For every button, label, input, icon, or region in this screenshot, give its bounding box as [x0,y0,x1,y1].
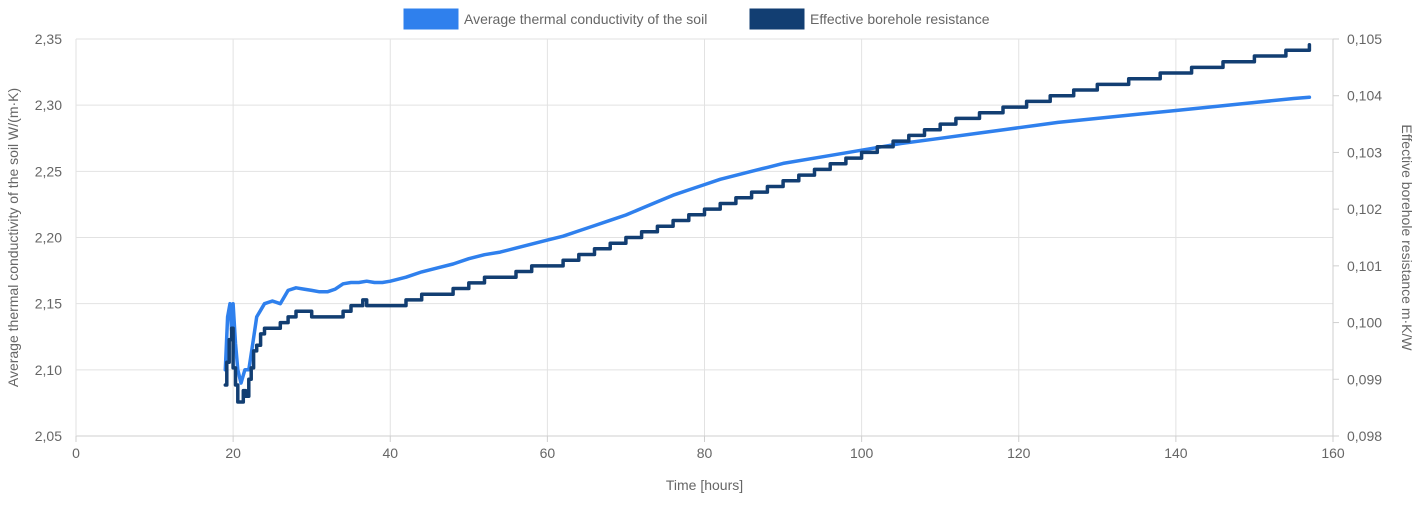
legend-label[interactable]: Effective borehole resistance [810,11,990,27]
y-right-tick-label: 0,105 [1347,31,1382,47]
x-axis-label: Time [hours] [666,477,743,493]
x-tick-label: 0 [72,445,80,461]
x-tick-label: 40 [382,445,398,461]
y-right-tick-label: 0,098 [1347,428,1382,444]
legend-swatch[interactable] [749,8,805,30]
y-right-tick-label: 0,101 [1347,258,1382,274]
series-line [223,42,1312,404]
y-left-axis-label: Average thermal conductivity of the soil… [5,88,21,387]
legend[interactable]: Average thermal conductivity of the soil… [403,8,990,30]
y-left-tick-label: 2,20 [35,230,62,246]
y-left-tick-label: 2,30 [35,97,62,113]
y-right-tick-label: 0,099 [1347,371,1382,387]
legend-label[interactable]: Average thermal conductivity of the soil [464,11,707,27]
y-left-tick-label: 2,10 [35,362,62,378]
series-layer [223,42,1312,404]
x-tick-label: 120 [1007,445,1031,461]
x-tick-label: 60 [540,445,556,461]
y-right-tick-label: 0,100 [1347,315,1382,331]
y-left-tick-label: 2,05 [35,428,62,444]
y-left-tick-label: 2,15 [35,296,62,312]
y-left-tick-label: 2,25 [35,163,62,179]
series-line [223,95,1312,385]
y-right-tick-label: 0,103 [1347,144,1382,160]
x-tick-label: 20 [225,445,241,461]
y-right-tick-label: 0,102 [1347,201,1382,217]
y-right-tick-label: 0,104 [1347,88,1382,104]
grid [75,38,1334,437]
legend-swatch[interactable] [403,8,459,30]
y-left-tick-label: 2,35 [35,31,62,47]
x-tick-label: 100 [850,445,874,461]
y-right-axis-label: Effective borehole resistance m·K/W [1399,124,1415,351]
x-tick-label: 140 [1164,445,1188,461]
axes: 0 20 40 60 80 100 120 140 160 2,05 2,10 2,15 2,20 2,2… [35,31,1382,461]
x-tick-label: 80 [697,445,713,461]
x-tick-label: 160 [1321,445,1345,461]
